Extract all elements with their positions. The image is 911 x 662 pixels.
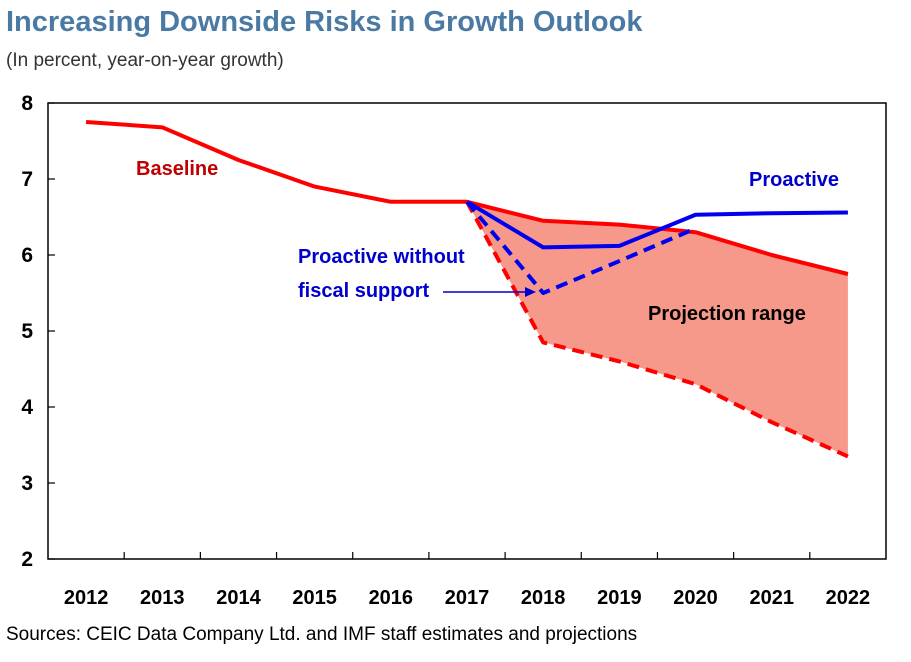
x-tick-label: 2019 [597,587,642,609]
source-note: Sources: CEIC Data Company Ltd. and IMF … [6,624,638,645]
chart-title: Increasing Downside Risks in Growth Outl… [6,6,643,38]
series-line-proactive [465,200,848,250]
x-tick-label: 2016 [369,587,414,609]
series-line-proactive-without-fiscal-support [465,200,697,295]
projection-range-label: Projection range [648,303,806,325]
y-tick-label: 6 [21,244,33,267]
y-tick-label: 5 [21,320,33,343]
x-tick-label: 2017 [445,587,490,609]
x-tick-label: 2012 [64,587,109,609]
y-tick-label: 2 [21,548,33,571]
proactive-no-fiscal-label-line2: fiscal support [298,280,429,302]
x-tick-label: 2018 [521,587,566,609]
projection-range-area [467,201,848,457]
x-tick-label: 2014 [216,587,261,609]
y-tick-label: 3 [21,472,33,495]
x-tick-label: 2013 [140,587,185,609]
series-layer [85,120,849,459]
proactive-label: Proactive [749,169,839,191]
y-tick-label: 7 [21,168,33,191]
proactive-no-fiscal-label-line1: Proactive without [298,246,465,268]
x-tick-label: 2022 [826,587,871,609]
y-tick-label: 4 [21,396,33,419]
annotation-layer: Baseline Proactive Proactive without fis… [136,158,839,325]
x-tick-label: 2015 [292,587,337,609]
projection-range-layer [467,201,848,457]
x-tick-label: 2020 [673,587,718,609]
chart-subtitle: (In percent, year-on-year growth) [6,50,284,71]
x-tick-label: 2021 [749,587,794,609]
annotation-arrow [443,287,536,297]
ticks-layer: 2 3 4 5 6 7 8 2012 2013 2014 2015 2016 2017 2018 2019 2… [21,92,870,609]
series-line-downside-scenario [465,200,849,459]
y-tick-label: 8 [21,92,33,115]
baseline-label: Baseline [136,158,218,180]
